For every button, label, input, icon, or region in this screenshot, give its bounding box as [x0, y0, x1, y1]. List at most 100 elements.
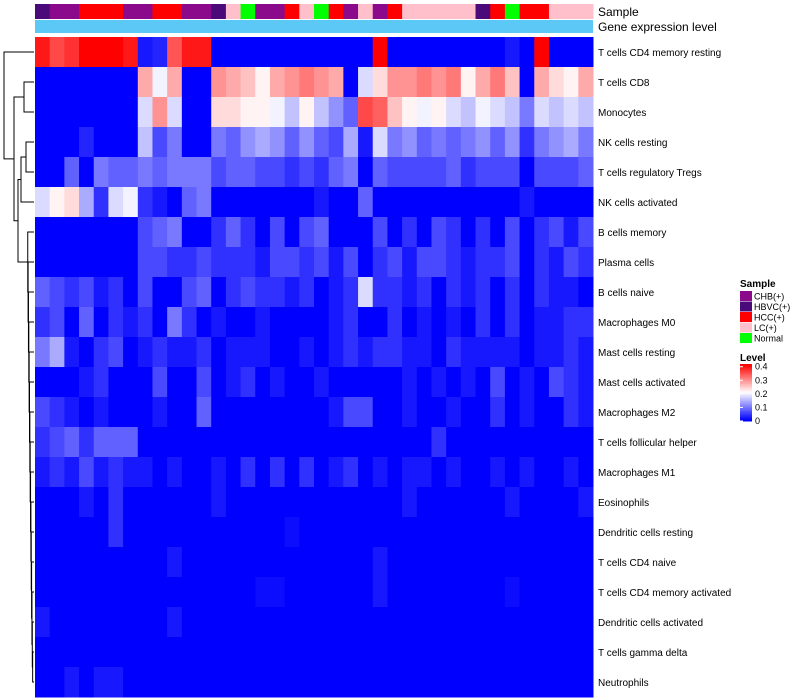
- heatmap-cell: [167, 547, 183, 578]
- colorbar-segment: [740, 381, 752, 384]
- heatmap-cell: [372, 337, 388, 368]
- heatmap-cell: [49, 97, 65, 128]
- heatmap-cell: [152, 607, 168, 638]
- colorbar-tick-label: 0: [755, 416, 760, 426]
- heatmap-cell: [284, 637, 300, 668]
- heatmap-cell: [402, 397, 418, 428]
- heatmap-cell: [137, 157, 153, 188]
- heatmap-cell: [490, 217, 506, 248]
- heatmap-cell: [534, 637, 550, 668]
- heatmap-cell: [284, 607, 300, 638]
- heatmap-cell: [548, 277, 565, 308]
- heatmap-cell: [475, 307, 491, 338]
- heatmap-cell: [387, 427, 403, 458]
- heatmap-cell: [108, 337, 124, 368]
- colorbar-segment: [740, 369, 752, 372]
- heatmap-cell: [548, 367, 565, 398]
- heatmap-cell: [152, 547, 168, 578]
- heatmap-cell: [358, 337, 374, 368]
- colorbar-segment: [740, 364, 752, 366]
- heatmap-cell: [490, 427, 506, 458]
- heatmap-cell: [167, 457, 183, 488]
- row-label: T cells CD8: [598, 78, 650, 89]
- heatmap-cell: [490, 577, 506, 608]
- heatmap-cell: [578, 157, 594, 188]
- heatmap-cell: [431, 67, 447, 98]
- heatmap-cell: [196, 607, 212, 638]
- heatmap-cell: [240, 157, 256, 188]
- heatmap-cell: [490, 457, 506, 488]
- heatmap-cell: [328, 277, 344, 308]
- heatmap-cell: [152, 427, 168, 458]
- heatmap-cell: [475, 247, 491, 278]
- dendrogram-branch: [23, 81, 34, 113]
- heatmap-cell: [196, 637, 212, 668]
- heatmap-cell: [196, 337, 212, 368]
- colorbar-segment: [740, 376, 752, 379]
- heatmap-cell: [563, 247, 579, 278]
- heatmap-cell: [548, 607, 565, 638]
- legend-swatch: [740, 291, 752, 301]
- heatmap-cell: [137, 367, 153, 398]
- heatmap-cell: [137, 577, 153, 608]
- sample-cell: [475, 4, 491, 19]
- heatmap-cell: [299, 187, 315, 218]
- heatmap-cell: [431, 307, 447, 338]
- heatmap-cell: [225, 667, 242, 698]
- heatmap-cell: [328, 667, 344, 698]
- heatmap-cell: [519, 547, 535, 578]
- heatmap-cell: [152, 307, 168, 338]
- heatmap-cell: [372, 97, 388, 128]
- heatmap-cell: [387, 577, 403, 608]
- legend-sample-label: HCC(+): [754, 313, 785, 323]
- heatmap-cell: [284, 307, 300, 338]
- heatmap-cell: [328, 307, 344, 338]
- heatmap-cell: [387, 607, 403, 638]
- heatmap-cell: [152, 187, 168, 218]
- heatmap-cell: [475, 457, 491, 488]
- sample-cell: [152, 4, 168, 19]
- heatmap-cell: [167, 607, 183, 638]
- heatmap-cell: [225, 97, 242, 128]
- heatmap-cell: [460, 307, 477, 338]
- heatmap-cell: [284, 487, 300, 518]
- heatmap-cell: [402, 607, 418, 638]
- heatmap-cell: [504, 67, 521, 98]
- heatmap-cell: [284, 67, 300, 98]
- heatmap-cell: [460, 247, 477, 278]
- heatmap-cell: [328, 217, 344, 248]
- heatmap-cell: [460, 37, 477, 68]
- heatmap-cell: [343, 457, 359, 488]
- heatmap-cell: [137, 457, 153, 488]
- heatmap-cell: [343, 247, 359, 278]
- colorbar-segment: [740, 408, 752, 411]
- heatmap-cell: [519, 307, 535, 338]
- heatmap-cell: [372, 547, 388, 578]
- row-label: Mast cells activated: [598, 378, 685, 389]
- heatmap-cell: [490, 127, 506, 158]
- heatmap-cell: [534, 337, 550, 368]
- heatmap-cell: [123, 307, 139, 338]
- heatmap-cell: [269, 187, 286, 218]
- heatmap-cell: [504, 457, 521, 488]
- row-label: B cells naive: [598, 288, 655, 299]
- heatmap-cell: [504, 607, 521, 638]
- heatmap-cell: [431, 127, 447, 158]
- heatmap-cell: [534, 127, 550, 158]
- colorbar-segment: [740, 415, 752, 418]
- heatmap-cell: [167, 157, 183, 188]
- heatmap-cell: [79, 427, 95, 458]
- heatmap-cell: [578, 667, 594, 698]
- colorbar-segment: [740, 405, 752, 408]
- heatmap-cell: [490, 397, 506, 428]
- heatmap-cell: [519, 637, 535, 668]
- heatmap-cell: [108, 367, 124, 398]
- heatmap-cell: [358, 157, 374, 188]
- heatmap-cell: [93, 97, 109, 128]
- heatmap-cell: [416, 487, 432, 518]
- heatmap-cell: [79, 517, 95, 548]
- heatmap-cell: [343, 637, 359, 668]
- heatmap-cell: [416, 367, 432, 398]
- dendrogram-branch: [31, 591, 34, 645]
